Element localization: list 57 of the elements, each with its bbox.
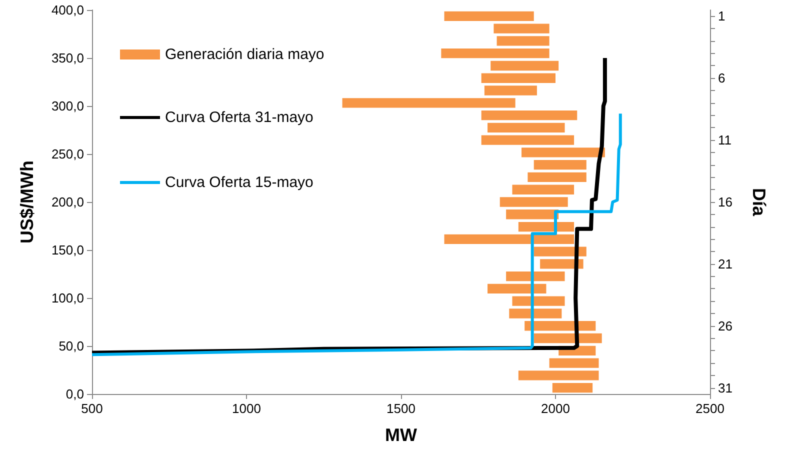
x-tick-label: 500 [81,401,103,416]
y-tick-label: 250,0 [51,146,84,162]
bar [518,370,599,380]
bar [342,98,516,108]
bar [534,246,586,256]
bar [444,234,574,244]
bar [549,358,599,368]
y-tick-label: 31 [718,380,732,396]
bar [512,184,574,194]
y-tick-label: 300,0 [51,98,84,114]
bar [494,24,550,34]
y-tick-label: 400,0 [51,2,84,18]
bar [506,271,565,282]
bar [534,333,602,344]
bar [488,122,565,133]
bar [534,160,586,170]
y-axis-title: US$/MWh [17,160,37,244]
x-tick-label: 2500 [696,401,724,416]
y-tick-label: 150,0 [51,242,84,258]
bar [506,210,559,220]
x-tick-label: 2000 [541,401,570,416]
legend-label: Generación diaria mayo [165,46,324,63]
bar [490,60,559,71]
bar [552,382,593,393]
y-tick-label: 0,0 [66,386,84,402]
bar [441,48,550,58]
bar [484,86,537,96]
bar [481,110,578,120]
y-tick-label: 11 [718,132,732,148]
bar [444,11,534,22]
bar [500,197,568,207]
legend-label: Curva Oferta 15-mayo [165,174,314,191]
y-tick-label: 350,0 [51,50,84,66]
y-tick-label: 21 [718,256,732,272]
bar [509,308,562,318]
x-tick-label: 1000 [232,401,261,416]
legend-label: Curva Oferta 31-mayo [165,109,314,126]
y-tick-label: 26 [718,318,732,334]
y-tick-label: 1 [718,8,726,24]
y-tick-label: 200,0 [51,194,84,210]
line-series [90,112,622,356]
bar [496,36,550,46]
bar [528,172,586,182]
bar [512,296,565,306]
y-tick-label: 50,0 [58,338,84,354]
bar [481,73,556,83]
bar [488,284,546,294]
y-tick-label: 6 [718,70,726,86]
y-tick-label: 100,0 [51,290,84,306]
x-axis-title: MW [385,425,417,445]
y-tick-label: 16 [718,194,732,210]
bar [522,148,605,158]
y-axis-title: Día [749,188,769,217]
bar [540,259,584,269]
bar [518,222,574,232]
bar [481,135,574,145]
x-tick-label: 1500 [386,401,416,416]
